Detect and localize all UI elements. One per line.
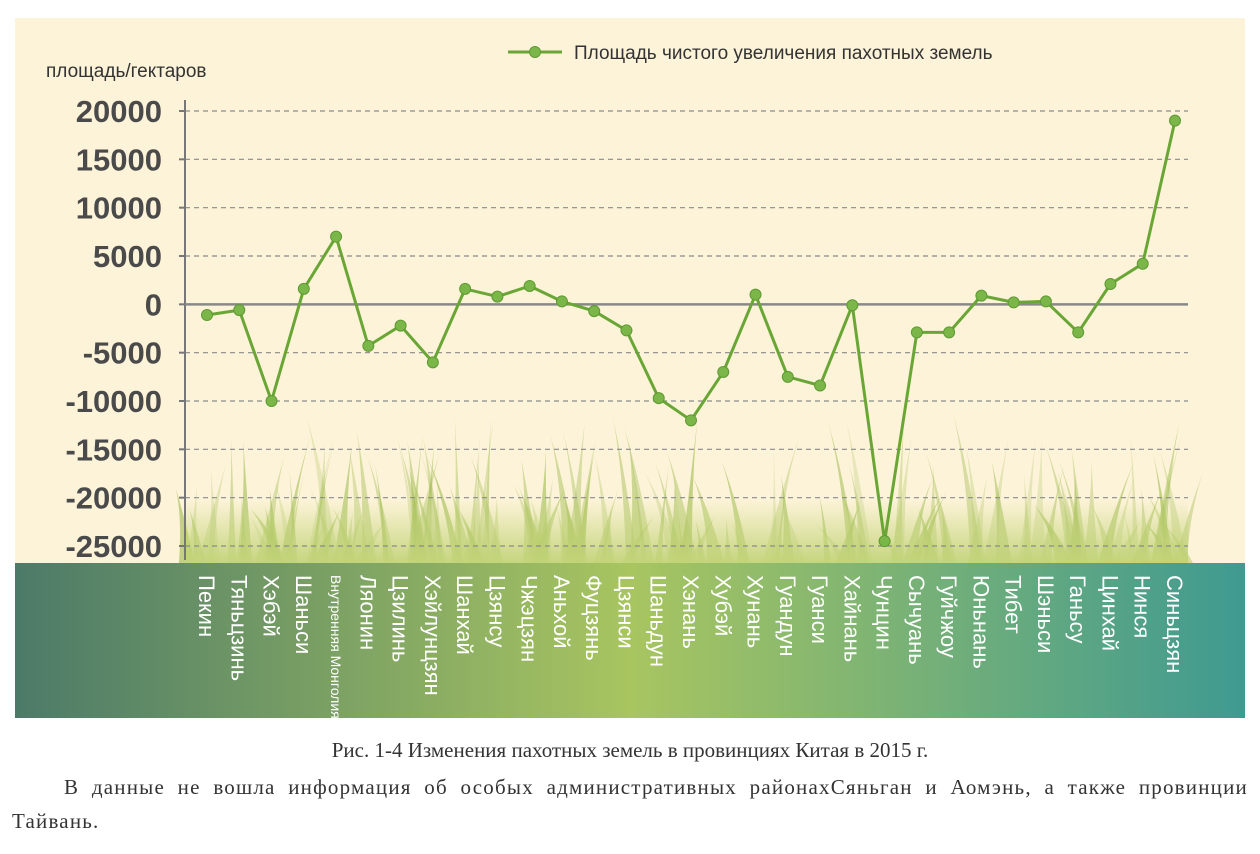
data-point [910, 326, 923, 339]
data-point [878, 535, 891, 548]
data-point [685, 414, 697, 427]
category-band [15, 563, 1245, 718]
grass-decoration [175, 413, 1203, 563]
x-tick-label: Цзилинь [388, 575, 413, 662]
data-point [233, 304, 246, 317]
x-tick-label: Шаньси [291, 575, 316, 654]
data-point [781, 370, 794, 383]
data-point [523, 279, 536, 292]
data-point [749, 288, 762, 301]
x-tick-label: Хэбэй [259, 575, 284, 637]
y-tick-label: 10000 [76, 191, 162, 226]
data-point [620, 324, 633, 337]
legend: Площадь чистого увеличения пахотных земе… [508, 43, 993, 64]
data-point [1039, 295, 1052, 308]
data-point [975, 289, 988, 302]
data-point [297, 282, 310, 295]
x-tick-label: Юньнань [968, 575, 993, 669]
x-tick-label: Шаньдун [646, 575, 671, 667]
x-tick-label: Нинся [1130, 575, 1155, 638]
y-tick-label: -25000 [65, 529, 162, 564]
x-tick-label: Чжэцзян [517, 575, 542, 662]
y-tick-label: 5000 [93, 239, 162, 274]
data-point [717, 366, 730, 378]
data-point [588, 305, 601, 318]
x-tick-label: Пекин [194, 575, 219, 637]
data-point [1136, 257, 1149, 270]
x-tick-label: Хэйлунцзян [420, 575, 445, 696]
data-point [846, 299, 859, 312]
y-axis-label: площадь/гектаров [46, 61, 207, 82]
x-tick-label: Хэнань [678, 575, 703, 649]
y-tick-label: -15000 [65, 432, 162, 467]
data-point [1169, 114, 1181, 127]
data-point [814, 379, 827, 392]
data-point [330, 230, 343, 243]
x-tick-labels: Пекин Тяньцзинь Хэбэй Шаньси Внутренняя Монг… [194, 575, 1187, 719]
x-tick-label: Хайнань [839, 575, 864, 662]
x-tick-label: Цинхай [1097, 575, 1122, 651]
data-point [201, 308, 213, 321]
x-tick-label: Ляонин [355, 575, 380, 650]
x-tick-label: Гуйчжоу [936, 575, 961, 658]
x-tick-label: Гуанси [807, 575, 832, 644]
x-tick-label: Тибет [1001, 575, 1026, 634]
x-tick-label: Цзянси [613, 575, 638, 649]
x-tick-label: Ганьсу [1065, 575, 1090, 644]
grass-fade [185, 500, 1188, 563]
y-tick-label: -20000 [65, 481, 162, 516]
x-tick-label: Синьцзян [1162, 575, 1187, 673]
x-tick-label: Тяньцзинь [226, 575, 251, 681]
x-tick-label: Хунань [743, 575, 768, 648]
plot-background [15, 18, 1245, 563]
x-tick-label: Внутренняя Монголия [328, 575, 344, 719]
legend-label: Площадь чистого увеличения пахотных земе… [574, 43, 993, 64]
footnote-text: В данные не вошла информация об особых а… [12, 775, 1248, 833]
data-point [491, 290, 504, 303]
data-point [459, 282, 472, 295]
y-tick-label: -5000 [83, 336, 162, 371]
x-tick-label: Гуандун [775, 575, 800, 657]
data-point [555, 295, 568, 308]
data-point [1007, 296, 1020, 309]
data-point [362, 339, 375, 352]
chart-figure: 20000 15000 10000 5000 0 -5000 -10000 -15000 -20… [15, 18, 1245, 719]
data-point [1072, 326, 1085, 339]
y-tick-label: 15000 [76, 142, 162, 177]
x-tick-label: Шэньси [1033, 575, 1058, 653]
x-tick-label: Фуцзянь [581, 575, 606, 661]
data-point [943, 326, 956, 339]
x-tick-label: Чунцин [872, 575, 897, 650]
figure-caption: Рис. 1-4 Изменения пахотных земель в про… [331, 738, 929, 762]
x-tick-label: Цзянсу [484, 575, 509, 647]
data-points [201, 114, 1181, 548]
legend-point-marker [529, 46, 541, 58]
y-tick-labels: 20000 15000 10000 5000 0 -5000 -10000 -15000 -20… [65, 94, 162, 564]
y-tick-label: -10000 [65, 384, 162, 419]
y-tick-label: 20000 [76, 94, 162, 129]
data-point [652, 392, 665, 405]
y-tick-label: 0 [145, 287, 162, 322]
data-point [394, 319, 407, 332]
data-point [265, 395, 278, 407]
data-point [426, 356, 439, 369]
data-point [1104, 278, 1117, 291]
x-tick-label: Хубэй [710, 575, 735, 636]
x-tick-label: Сычуань [904, 575, 929, 665]
x-tick-label: Аньхой [549, 575, 574, 649]
line-chart: 20000 15000 10000 5000 0 -5000 -10000 -15000 -20… [15, 18, 1245, 719]
x-tick-label: Шанхай [452, 575, 477, 655]
